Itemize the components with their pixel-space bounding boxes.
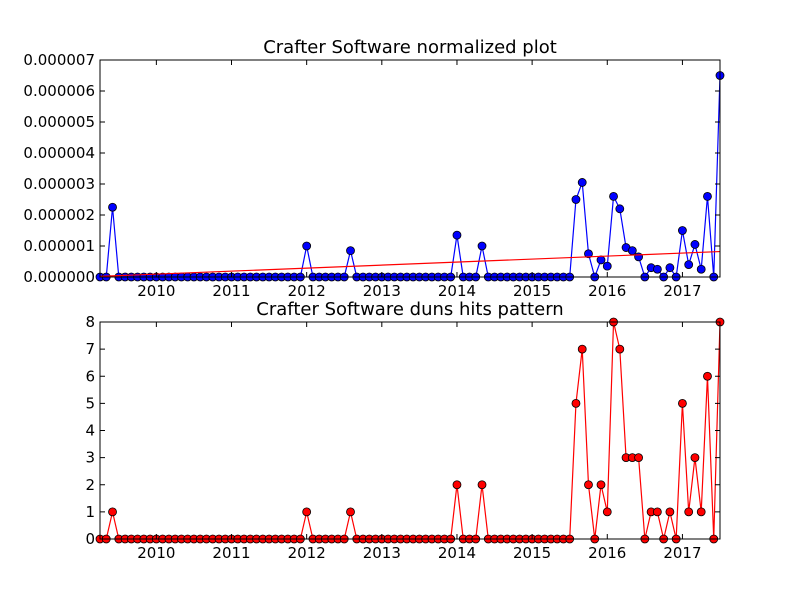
y-tick-label: 0.000006 <box>23 82 95 100</box>
data-point <box>703 191 712 201</box>
x-tick-label: 2013 <box>363 282 401 300</box>
x-tick-label: 2015 <box>513 544 551 562</box>
y-tick-label: 2 <box>85 476 95 494</box>
data-point <box>452 480 462 490</box>
data-point <box>690 453 700 463</box>
y-tick-label: 0.000004 <box>23 144 95 162</box>
data-point <box>690 240 700 249</box>
y-tick-label: 0.000003 <box>23 175 95 193</box>
normalized-plot-panel: Crafter Software normalized plot 2010 201… <box>23 37 725 300</box>
data-point <box>678 398 687 408</box>
data-point <box>665 507 675 517</box>
y-tick-label: 6 <box>85 367 95 385</box>
data-point <box>696 507 706 517</box>
data-point <box>678 226 687 235</box>
data-point <box>652 264 662 274</box>
data-point <box>571 398 581 408</box>
data-point <box>596 480 606 490</box>
x-tick-label: 2012 <box>288 282 326 300</box>
y-tick-label: 0.000001 <box>23 237 95 255</box>
data-point <box>627 246 637 256</box>
data-point <box>596 255 606 265</box>
y-tick-label: 5 <box>85 394 95 412</box>
y-tick-label: 7 <box>85 340 95 358</box>
data-point <box>108 202 117 212</box>
data-point <box>652 507 662 517</box>
data-point <box>302 241 312 251</box>
y-tick-label: 3 <box>85 449 95 467</box>
normalized-series-1-line <box>99 250 721 277</box>
data-point <box>571 195 581 204</box>
plot-area-frame <box>99 59 721 278</box>
data-point <box>452 230 462 240</box>
plot-area-frame <box>99 321 721 540</box>
y-tick-label: 0.000002 <box>23 206 95 224</box>
data-point <box>634 252 643 262</box>
y-tick-label: 0.000000 <box>23 268 95 286</box>
y-tick-label: 0.000005 <box>23 113 95 131</box>
x-tick-label: 2012 <box>288 544 326 562</box>
data-point <box>302 507 312 517</box>
data-point <box>346 246 355 256</box>
data-point <box>577 178 587 187</box>
y-tick-label: 4 <box>85 422 95 440</box>
data-point <box>684 507 694 517</box>
x-tick-label: 2014 <box>438 282 476 300</box>
data-point <box>609 191 618 201</box>
x-tick-label: 2014 <box>438 544 476 562</box>
data-point <box>615 344 625 354</box>
data-point <box>602 507 612 517</box>
y-tick-label: 1 <box>85 503 95 521</box>
x-tick-label: 2013 <box>363 544 401 562</box>
y-tick-label: 8 <box>85 313 95 331</box>
x-tick-label: 2010 <box>137 282 175 300</box>
data-point <box>602 261 612 271</box>
x-tick-label: 2011 <box>212 544 250 562</box>
data-point <box>696 264 706 274</box>
data-point <box>615 204 625 214</box>
x-tick-label: 2016 <box>588 282 626 300</box>
data-point <box>584 249 593 259</box>
x-tick-label: 2017 <box>663 282 701 300</box>
duns-hits-series-0-line <box>100 321 721 540</box>
x-tick-label: 2017 <box>663 544 701 562</box>
y-tick-label: 0 <box>85 530 95 548</box>
data-point <box>346 507 355 517</box>
data-point <box>665 263 675 273</box>
x-tick-label: 2015 <box>513 282 551 300</box>
data-point <box>703 371 712 381</box>
x-tick-label: 2016 <box>588 544 626 562</box>
data-point <box>477 480 487 490</box>
x-tick-label: 2011 <box>212 282 250 300</box>
data-point <box>584 480 593 490</box>
duns-hits-panel: Crafter Software duns hits pattern 2010 2… <box>85 299 725 562</box>
chart-title: Crafter Software duns hits pattern <box>256 299 563 320</box>
data-point <box>634 453 643 463</box>
chart-title: Crafter Software normalized plot <box>263 37 557 58</box>
y-tick-label: 0.000007 <box>23 51 95 69</box>
x-tick-label: 2010 <box>137 544 175 562</box>
data-point <box>577 344 587 354</box>
data-point <box>684 260 694 270</box>
data-point <box>108 507 117 517</box>
data-point <box>477 241 487 251</box>
